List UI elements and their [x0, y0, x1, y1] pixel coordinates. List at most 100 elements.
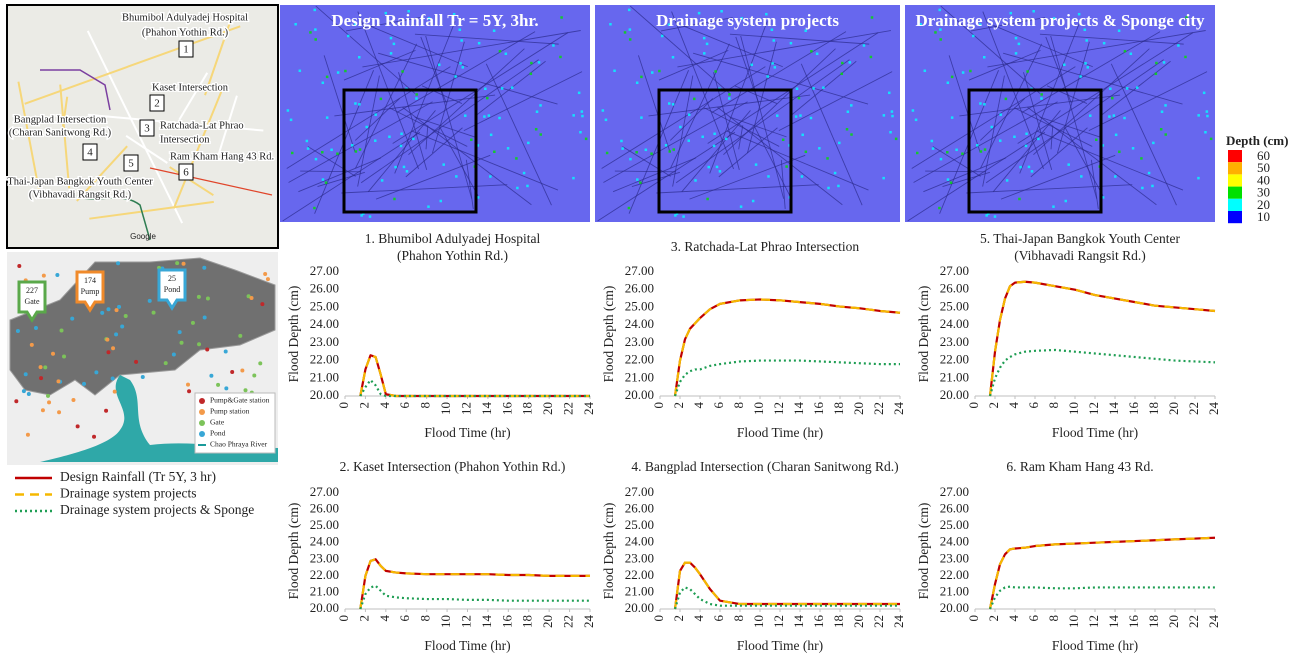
flood-cell	[1077, 12, 1081, 16]
road	[681, 24, 783, 68]
road	[703, 107, 780, 147]
flood-cell	[781, 138, 785, 142]
facility-dot	[202, 315, 207, 320]
flood-cell	[1131, 147, 1135, 150]
flood-cell	[664, 144, 668, 147]
flood-cell	[1197, 176, 1200, 180]
flood-cell	[1004, 97, 1008, 101]
x-tick-label: 2	[671, 615, 686, 622]
x-tick-label: 12	[458, 615, 473, 628]
flood-cell	[687, 139, 690, 142]
flood-cell	[628, 38, 632, 41]
data-line	[359, 378, 590, 398]
flood-cell	[515, 157, 518, 160]
flood-cell	[894, 137, 898, 141]
flood-cell	[773, 66, 777, 69]
x-tick-label: 0	[651, 615, 666, 622]
flood-cell	[815, 52, 819, 56]
road	[1023, 72, 1053, 170]
flood-cell	[983, 56, 986, 59]
flood-cell	[850, 133, 853, 136]
y-tick-label: 24.00	[940, 534, 969, 549]
x-tick-label: 10	[438, 615, 453, 628]
facility-dot	[202, 265, 207, 270]
legend-swatch	[199, 398, 205, 404]
flood-cell	[640, 116, 643, 119]
flood-cell	[492, 29, 496, 32]
flood-cell	[360, 214, 363, 217]
flood-cell	[379, 97, 383, 101]
flood-cell	[442, 163, 445, 166]
x-tick-label: 24	[891, 615, 906, 629]
flood-cell	[1155, 61, 1158, 65]
y-tick-label: 24.00	[625, 534, 654, 549]
facility-dot	[196, 294, 201, 299]
flood-cell	[990, 125, 993, 129]
facility-dot	[134, 359, 139, 364]
flood-cell	[476, 144, 480, 147]
flood-cell	[629, 157, 632, 161]
facility-dot	[51, 351, 56, 356]
y-tick-label: 20.00	[310, 600, 339, 615]
road	[738, 125, 744, 150]
facility-dot	[14, 399, 19, 404]
y-tick-label: 20.00	[940, 600, 969, 615]
flood-cell	[946, 178, 950, 181]
road	[970, 17, 1046, 32]
flood-cell	[671, 56, 675, 59]
flood-cell	[1088, 114, 1092, 117]
flood-cell	[477, 41, 481, 45]
x-tick-label: 22	[1186, 615, 1201, 628]
location-marker	[82, 143, 98, 161]
flood-cell	[766, 75, 769, 78]
flood-cell	[336, 71, 340, 74]
flood-cell	[636, 178, 639, 181]
road	[669, 98, 714, 141]
flood-cell	[306, 147, 310, 150]
y-tick-label: 22.00	[940, 352, 969, 367]
flood-cell	[993, 215, 997, 218]
flood-cell	[529, 72, 533, 76]
facility-dot	[57, 410, 62, 415]
facility-dot	[23, 372, 28, 377]
x-tick-label: 6	[711, 402, 726, 409]
x-tick-label: 24	[1206, 615, 1221, 629]
road	[172, 86, 224, 209]
road	[432, 41, 465, 154]
y-tick-label: 25.00	[310, 517, 339, 532]
road	[709, 21, 768, 174]
depth-tick-label: 50	[1257, 160, 1270, 175]
flood-cell	[754, 163, 758, 166]
facility-dot	[171, 352, 176, 357]
depth-swatch	[1228, 186, 1242, 199]
flood-cell	[740, 17, 743, 20]
flood-cell	[579, 130, 582, 134]
flood-cell	[415, 97, 418, 100]
facility-dot	[120, 324, 125, 329]
y-tick-label: 26.00	[940, 501, 969, 516]
flood-cell	[1080, 175, 1083, 178]
legend-swatch	[199, 420, 205, 426]
flood-cell	[882, 176, 885, 180]
road	[357, 75, 380, 187]
legend-label: Pump station	[210, 407, 250, 416]
x-axis-label: Flood Time (hr)	[424, 638, 510, 653]
depth-swatch	[1228, 211, 1242, 224]
road	[420, 36, 447, 104]
road	[747, 41, 777, 154]
road	[979, 98, 1026, 141]
y-tick-label: 21.00	[625, 369, 654, 384]
y-tick-label: 23.00	[940, 334, 969, 349]
road	[343, 49, 416, 81]
flood-cell	[1184, 55, 1187, 59]
road	[711, 31, 847, 113]
road	[629, 5, 731, 94]
chart-title: 4. Bangplad Intersection (Charan Sanitwo…	[631, 459, 898, 474]
road	[1033, 48, 1150, 155]
study-area	[342, 88, 478, 214]
flood-map-panel: Drainage system projects & Sponge city	[905, 5, 1215, 222]
x-tick-label: 6	[397, 615, 412, 622]
flood-cell	[400, 132, 403, 136]
flood-cell	[703, 52, 706, 55]
flood-cell	[344, 69, 347, 73]
